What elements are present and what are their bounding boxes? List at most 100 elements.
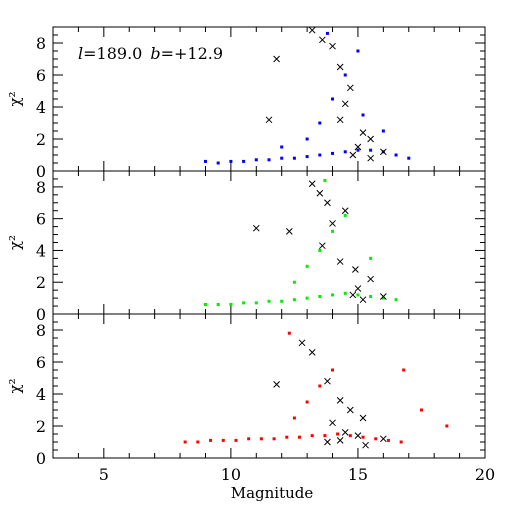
data-point	[361, 113, 365, 117]
y-tick-label: 2	[36, 273, 46, 292]
data-point	[287, 331, 291, 335]
data-point-cross	[324, 377, 331, 385]
data-point-cross	[329, 419, 336, 427]
y-axis-label: χ²	[6, 235, 24, 250]
data-point	[203, 302, 207, 306]
x-tick-label: 15	[348, 465, 368, 484]
data-point	[297, 435, 301, 439]
y-tick-label: 4	[36, 385, 46, 404]
data-point-cross	[349, 151, 357, 159]
data-point	[259, 437, 263, 441]
y-tick-label: 0	[36, 162, 46, 181]
data-point	[407, 156, 411, 160]
data-point-cross	[329, 220, 336, 227]
data-point	[369, 256, 373, 260]
data-point-cross	[265, 116, 273, 124]
data-point-cross	[298, 339, 306, 347]
panel-data	[183, 331, 449, 449]
data-point-cross	[354, 143, 362, 151]
panel-2: 0 2 4 6 8 χ²	[6, 170, 486, 324]
data-point-cross	[359, 129, 367, 136]
data-point	[369, 148, 373, 152]
data-point-cross	[354, 432, 362, 439]
data-point	[305, 296, 309, 300]
data-point-cross	[285, 228, 293, 235]
panels-group: 0 2 4 6 8 χ² 0 2 4 6 8 χ² 0 2 4 6 8 χ²	[6, 26, 486, 468]
panel-data	[203, 27, 411, 165]
data-point	[356, 293, 360, 297]
panel-3: 0 2 4 6 8 χ²	[6, 313, 486, 468]
data-point-cross	[324, 438, 331, 446]
data-point-cross	[336, 437, 344, 444]
y-tick-label: 8	[36, 321, 46, 340]
annotation-b-value: =+12.9	[161, 44, 223, 63]
y-tick-label: 0	[36, 305, 46, 324]
data-point	[402, 368, 406, 372]
data-point	[336, 432, 340, 436]
data-point	[343, 150, 347, 154]
x-tick-label: 10	[221, 465, 241, 484]
data-point	[325, 31, 329, 35]
annotation-b-symbol: b	[150, 44, 160, 63]
data-point-cross	[354, 285, 362, 292]
x-tick-label: 20	[475, 465, 495, 484]
data-point	[242, 301, 246, 305]
y-tick-label: 6	[36, 353, 46, 372]
data-point-cross	[367, 135, 375, 143]
data-point-cross	[273, 55, 280, 63]
data-point	[254, 301, 258, 305]
data-point-cross	[336, 63, 344, 71]
data-point-cross	[336, 116, 344, 124]
x-axis-label: Magnitude	[231, 484, 314, 502]
x-tick-label: 5	[99, 465, 109, 484]
panel-frame	[52, 313, 486, 459]
y-tick-label: 2	[36, 417, 46, 436]
data-point	[229, 302, 233, 306]
data-point	[394, 298, 398, 302]
data-point-cross	[308, 349, 316, 356]
y-axis-label: χ²	[6, 91, 24, 106]
data-point-cross	[359, 296, 367, 304]
data-point-cross	[346, 406, 354, 414]
data-point	[361, 435, 365, 439]
data-point	[216, 161, 220, 165]
data-point	[331, 97, 335, 101]
data-point	[356, 49, 360, 53]
data-point-cross	[346, 84, 354, 92]
data-point	[356, 148, 360, 152]
data-point-cross	[252, 224, 260, 232]
data-point	[216, 302, 220, 306]
data-point	[318, 295, 322, 299]
data-point	[394, 153, 398, 157]
data-point	[280, 299, 284, 303]
x-axis: 5 10 15 20	[99, 465, 495, 484]
data-point-cross	[367, 275, 375, 283]
data-point	[310, 434, 314, 438]
data-point-cross	[379, 435, 387, 443]
data-point-cross	[341, 207, 349, 215]
data-point	[242, 159, 246, 163]
data-point-cross	[324, 199, 331, 207]
annotation-l-symbol: l	[78, 44, 83, 63]
data-point-cross	[362, 441, 369, 449]
data-point	[267, 299, 271, 303]
y-axis-label: χ²	[6, 378, 24, 393]
data-point-cross	[341, 429, 349, 436]
data-point	[331, 229, 335, 233]
data-point	[272, 437, 276, 441]
data-point-cross	[367, 154, 375, 162]
y-tick-label: 4	[36, 241, 46, 260]
data-point	[343, 73, 347, 77]
data-point	[247, 437, 251, 441]
data-point	[318, 121, 322, 125]
y-tick-label: 6	[36, 66, 46, 85]
data-point	[305, 137, 309, 141]
data-point-cross	[379, 293, 387, 300]
data-point	[221, 438, 225, 442]
data-point	[331, 151, 335, 155]
data-point	[399, 440, 403, 444]
data-point	[445, 424, 449, 428]
data-point	[374, 437, 378, 441]
data-point	[381, 296, 385, 300]
